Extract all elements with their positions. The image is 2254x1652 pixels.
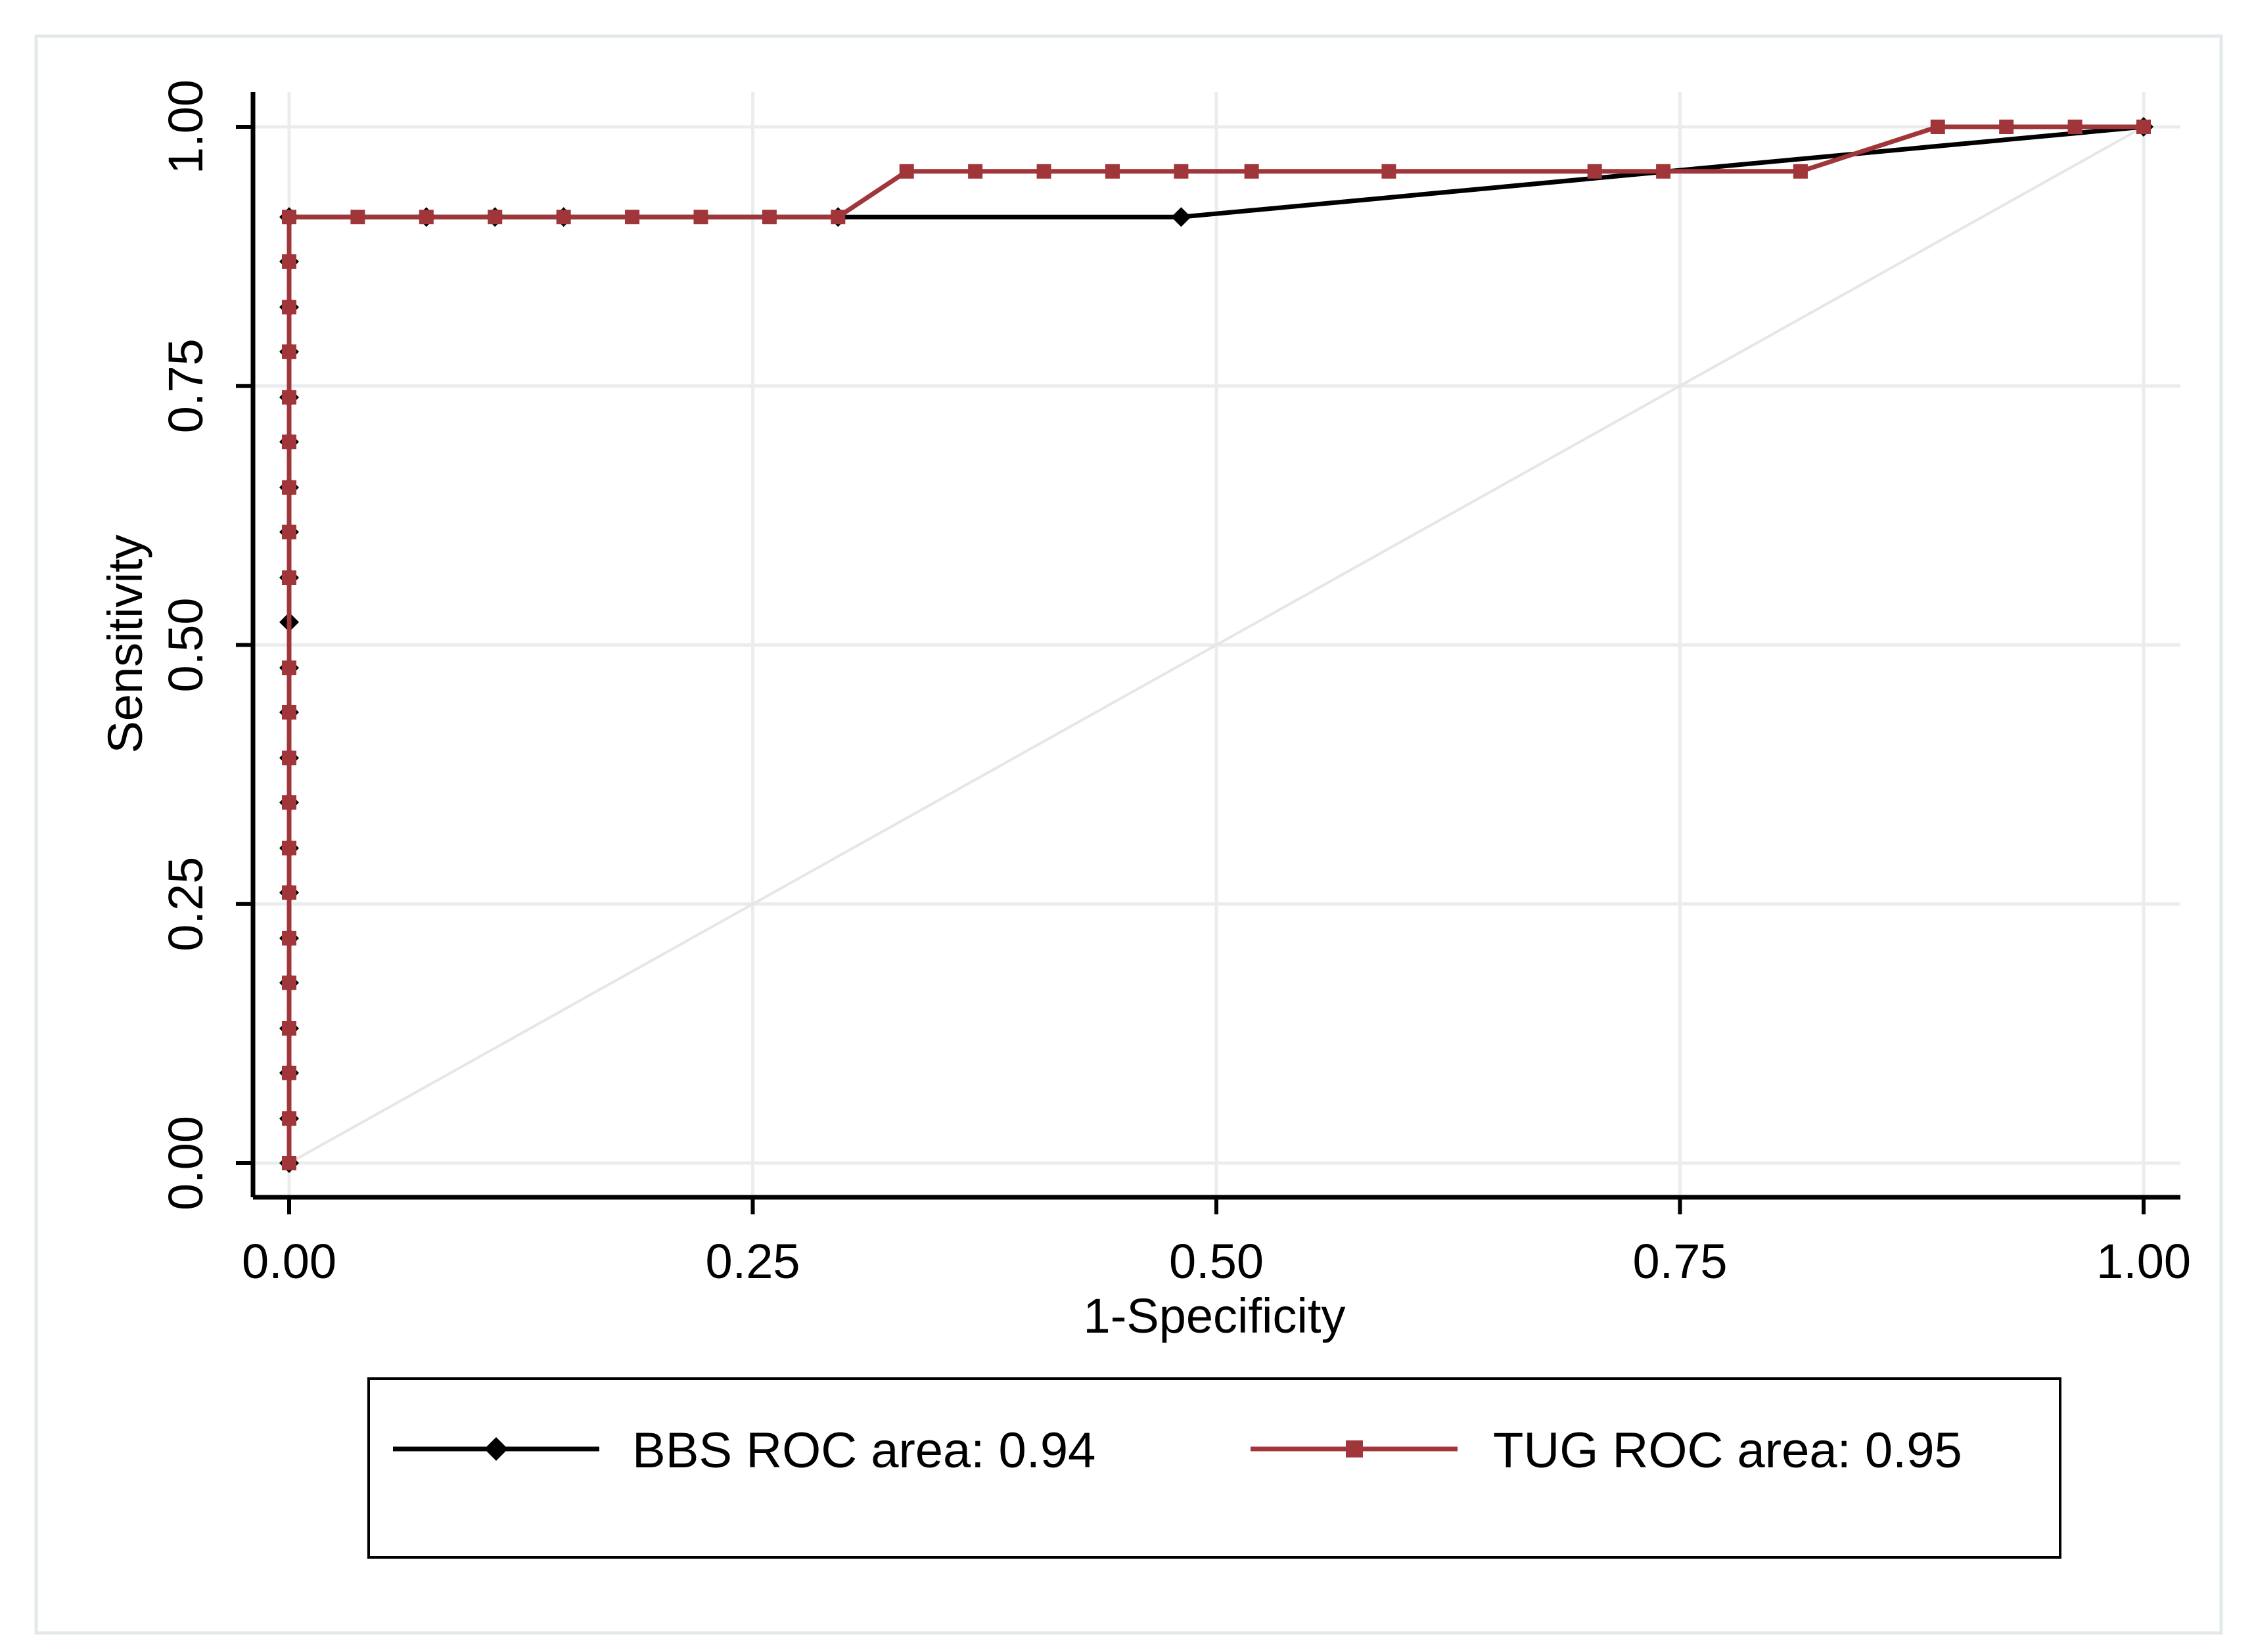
- data-point-marker: [282, 344, 296, 359]
- legend: BBS ROC area: 0.94 TUG ROC area: 0.95: [367, 1377, 2061, 1559]
- ticks: 0.00 0.25 0.50 0.75 1.00 0.00 0.25 0.50 0.75 1.00: [158, 80, 2191, 1289]
- data-point-marker: [1171, 207, 1191, 227]
- data-point-marker: [282, 434, 296, 449]
- legend-label-bbs: BBS ROC area: 0.94: [632, 1423, 1095, 1479]
- data-point-marker: [282, 660, 296, 676]
- legend-marker-bbs: [484, 1437, 508, 1461]
- data-point-marker: [282, 300, 296, 315]
- series-layer: [279, 117, 2153, 1173]
- data-point-marker: [282, 524, 296, 539]
- outer-frame: [34, 34, 2223, 1635]
- data-point-marker: [282, 1065, 296, 1080]
- data-point-marker: [282, 1156, 296, 1170]
- reference-diagonal-line: [288, 126, 2144, 1164]
- data-point-marker: [1036, 164, 1051, 179]
- y-tick-label: 1.00: [158, 80, 213, 174]
- data-point-marker: [282, 254, 296, 269]
- data-point-marker: [282, 795, 296, 810]
- data-point-marker: [488, 210, 503, 225]
- data-point-marker: [693, 210, 708, 225]
- data-point-marker: [1656, 164, 1671, 179]
- x-axis-title: 1-Specificity: [1084, 1289, 1346, 1343]
- x-tick-label: 0.50: [1169, 1234, 1264, 1289]
- data-point-marker: [282, 570, 296, 585]
- x-tick-label: 0.25: [705, 1234, 800, 1289]
- data-point-marker: [1587, 164, 1602, 179]
- data-point-marker: [282, 210, 296, 225]
- x-tick-label: 0.75: [1632, 1234, 1727, 1289]
- data-point-marker: [282, 840, 296, 856]
- y-axis-title: Sensitivity: [98, 534, 152, 753]
- series-tug: [282, 120, 2151, 1170]
- data-point-marker: [282, 390, 296, 405]
- x-tick-label: 1.00: [2096, 1234, 2191, 1289]
- data-point-marker: [762, 210, 777, 225]
- legend-box: [367, 1377, 2061, 1559]
- y-tick-label: 0.25: [158, 857, 213, 952]
- data-point-marker: [282, 930, 296, 946]
- data-point-marker: [282, 705, 296, 720]
- data-point-marker: [1930, 120, 1945, 134]
- data-point-marker: [1381, 164, 1396, 179]
- data-point-marker: [556, 210, 571, 225]
- data-point-marker: [419, 210, 434, 225]
- data-point-marker: [1999, 120, 2014, 134]
- data-point-marker: [899, 164, 914, 179]
- data-point-marker: [282, 975, 296, 990]
- data-point-marker: [2067, 120, 2082, 134]
- y-tick-label: 0.50: [158, 597, 213, 692]
- data-point-marker: [968, 164, 983, 179]
- data-point-marker: [282, 1111, 296, 1126]
- data-point-marker: [282, 480, 296, 495]
- legend-label-tug: TUG ROC area: 0.95: [1493, 1423, 1962, 1479]
- y-tick-label: 0.00: [158, 1116, 213, 1210]
- data-point-marker: [625, 210, 640, 225]
- data-point-marker: [282, 750, 296, 766]
- legend-marker-tug: [1346, 1440, 1363, 1457]
- x-tick-label: 0.00: [242, 1234, 336, 1289]
- data-point-marker: [1793, 164, 1808, 179]
- data-point-marker: [1244, 164, 1259, 179]
- data-point-marker: [282, 1021, 296, 1036]
- data-point-marker: [2136, 120, 2151, 134]
- y-tick-label: 0.75: [158, 338, 213, 433]
- data-point-marker: [1105, 164, 1120, 179]
- data-point-marker: [350, 210, 365, 225]
- data-point-marker: [1174, 164, 1189, 179]
- data-point-marker: [831, 210, 846, 225]
- data-point-marker: [282, 885, 296, 900]
